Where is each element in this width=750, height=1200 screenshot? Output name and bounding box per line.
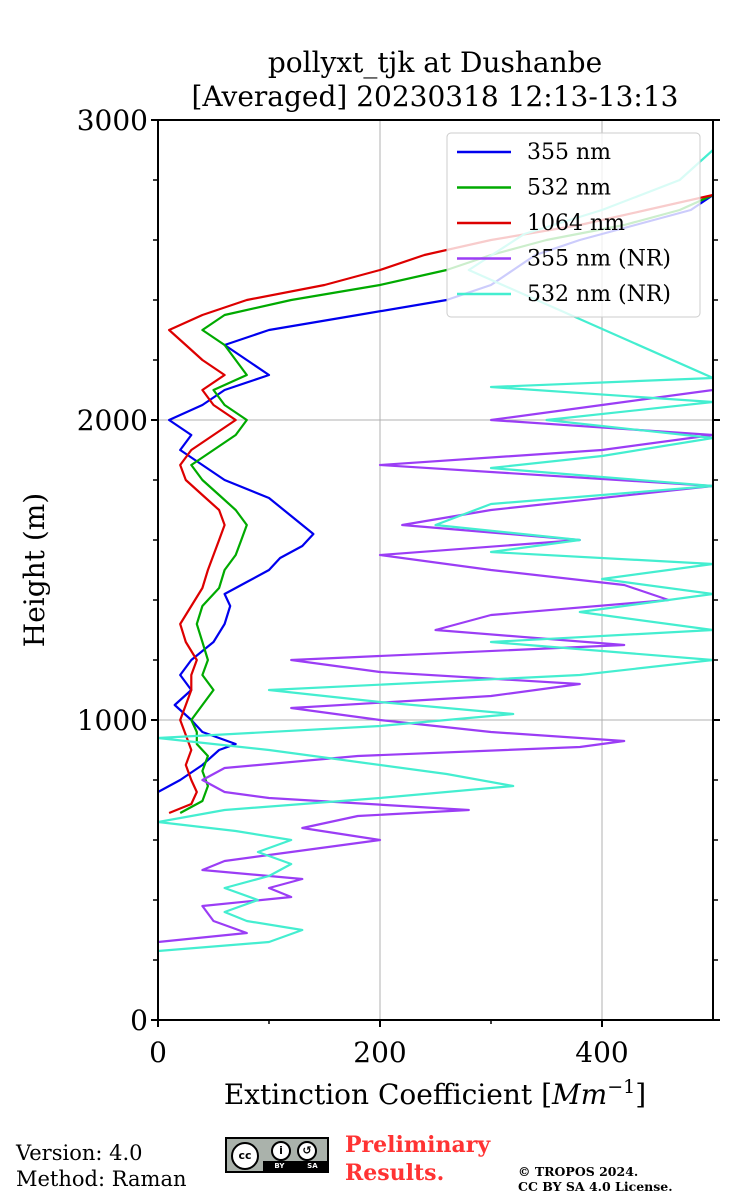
x-tick-label: 200 — [353, 1036, 406, 1069]
copyright-line1: © TROPOS 2024. — [518, 1164, 639, 1179]
x-axis-unit-exp: −1 — [607, 1076, 635, 1098]
cc-icon: cc — [231, 1142, 259, 1170]
series-line-2 — [168, 193, 713, 815]
legend: 355 nm 532 nm 1064 nm 355 nm (NR) 532 nm (NR… — [446, 132, 701, 318]
attribution-icon: i — [271, 1141, 291, 1161]
axis-ticks: 0 200 400 0 1000 2000 3000 — [77, 104, 720, 1069]
version-text: Version: 4.0 — [16, 1141, 143, 1165]
y-axis-label: Height (m) — [18, 493, 51, 647]
preliminary-line2: Results. — [345, 1160, 445, 1186]
footer-info: Version: 4.0 Method: Raman — [16, 1140, 187, 1192]
x-axis-label: Extinction Coefficient [Mm−1] — [224, 1076, 646, 1111]
chart-title: pollyxt_tjk at Dushanbe — [268, 46, 602, 79]
plot-frame — [157, 119, 714, 1021]
y-tick-label: 1000 — [77, 704, 148, 737]
chart-subtitle: [Averaged] 20230318 12:13-13:13 — [192, 80, 679, 113]
legend-label-3: 355 nm (NR) — [527, 247, 671, 272]
y-tick-label: 3000 — [77, 104, 148, 137]
legend-box — [446, 132, 701, 318]
copyright-notice: © TROPOS 2024. CC BY SA 4.0 License. — [518, 1164, 673, 1194]
series-layer — [158, 149, 713, 953]
series-line-4 — [158, 149, 713, 953]
license-strip: BY SA — [263, 1161, 329, 1171]
preliminary-line1: Preliminary — [345, 1132, 491, 1158]
copyright-line2: CC BY SA 4.0 License. — [518, 1179, 673, 1194]
sa-label: SA — [307, 1162, 318, 1170]
y-tick-label: 2000 — [77, 404, 148, 437]
share-alike-icon: ↺ — [297, 1141, 317, 1161]
preliminary-results-notice: Preliminary Results. — [345, 1131, 490, 1187]
by-label: BY — [274, 1162, 285, 1170]
legend-label-2: 1064 nm — [527, 211, 625, 236]
x-tick-label: 0 — [149, 1036, 167, 1069]
legend-label-1: 532 nm — [527, 176, 611, 201]
x-axis-label-text: Extinction Coefficient — [224, 1078, 533, 1111]
method-text: Method: Raman — [16, 1167, 187, 1191]
series-line-3 — [158, 388, 713, 944]
y-tick-label: 0 — [130, 1004, 148, 1037]
x-axis-unit-base: Mm — [551, 1078, 607, 1111]
cc-license-badge: cc i ↺ BY SA — [225, 1137, 329, 1173]
legend-label-0: 355 nm — [527, 140, 611, 165]
legend-label-4: 532 nm (NR) — [527, 282, 671, 307]
series-line-1 — [179, 193, 713, 814]
x-tick-label: 400 — [575, 1036, 628, 1069]
